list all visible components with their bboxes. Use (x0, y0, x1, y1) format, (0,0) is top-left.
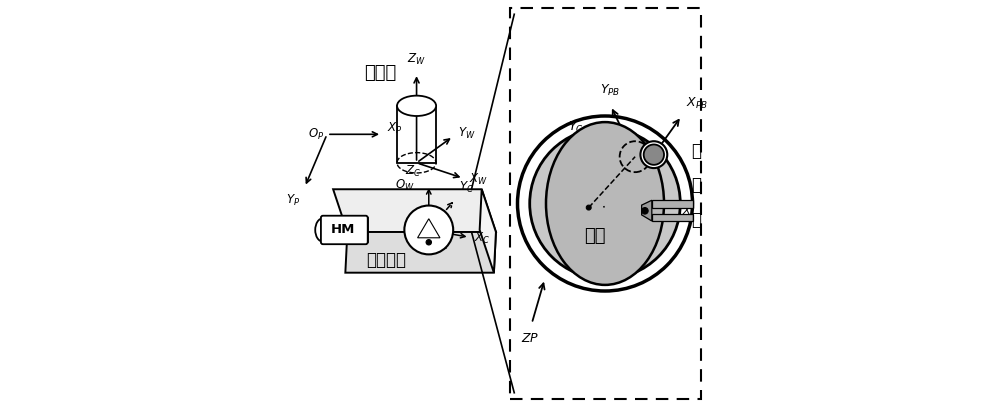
Polygon shape (345, 232, 496, 273)
Polygon shape (480, 189, 496, 273)
Text: $Y_I$: $Y_I$ (650, 161, 661, 175)
Circle shape (404, 206, 453, 254)
Ellipse shape (421, 217, 437, 243)
Text: $Z_C$: $Z_C$ (405, 164, 421, 179)
Ellipse shape (546, 122, 664, 285)
Polygon shape (652, 214, 693, 221)
Text: 射: 射 (692, 176, 702, 194)
Text: $Y_{PB}$: $Y_{PB}$ (600, 83, 620, 98)
Circle shape (586, 205, 591, 210)
Text: 注: 注 (692, 142, 702, 160)
Text: $O_W$: $O_W$ (395, 178, 415, 193)
Text: $X_W$: $X_W$ (469, 172, 488, 188)
Ellipse shape (397, 96, 436, 116)
Text: $θ$: $θ$ (609, 188, 618, 201)
Circle shape (518, 116, 693, 291)
Text: $Y_W$: $Y_W$ (458, 126, 476, 141)
Polygon shape (397, 106, 436, 163)
Text: HM: HM (331, 223, 355, 236)
FancyBboxPatch shape (321, 216, 368, 244)
Polygon shape (642, 200, 652, 221)
Circle shape (642, 208, 648, 214)
Text: $Z_W$: $Z_W$ (407, 52, 426, 67)
Text: $Y_P$: $Y_P$ (286, 193, 301, 208)
Circle shape (530, 128, 680, 279)
Text: $X_I$: $X_I$ (682, 204, 695, 218)
Text: $X_C$: $X_C$ (601, 218, 617, 234)
Polygon shape (652, 200, 693, 208)
Text: $X_P$: $X_P$ (387, 120, 403, 136)
Text: $X_C$: $X_C$ (474, 230, 491, 246)
Circle shape (426, 240, 431, 245)
Text: $O_I$: $O_I$ (646, 222, 659, 236)
Ellipse shape (315, 218, 331, 242)
Text: $O_C$: $O_C$ (564, 198, 581, 213)
Text: $O_P$: $O_P$ (308, 127, 324, 142)
Text: 微动平台: 微动平台 (366, 252, 406, 269)
Polygon shape (333, 189, 496, 232)
Text: $ZP$: $ZP$ (521, 332, 539, 345)
Text: $X_{PB}$: $X_{PB}$ (686, 96, 707, 111)
Text: $Y_C$: $Y_C$ (568, 120, 584, 135)
Text: $Z_C$: $Z_C$ (569, 218, 585, 234)
Circle shape (644, 144, 664, 165)
Circle shape (640, 141, 667, 168)
Text: $Y_C$: $Y_C$ (459, 180, 474, 195)
Text: $O_C$: $O_C$ (432, 237, 449, 252)
Text: 针: 针 (692, 211, 702, 229)
Polygon shape (323, 218, 368, 242)
Text: 摄像机: 摄像机 (364, 64, 396, 82)
Text: 胞质: 胞质 (584, 227, 606, 245)
Text: $O_{PB}$: $O_{PB}$ (637, 159, 657, 173)
